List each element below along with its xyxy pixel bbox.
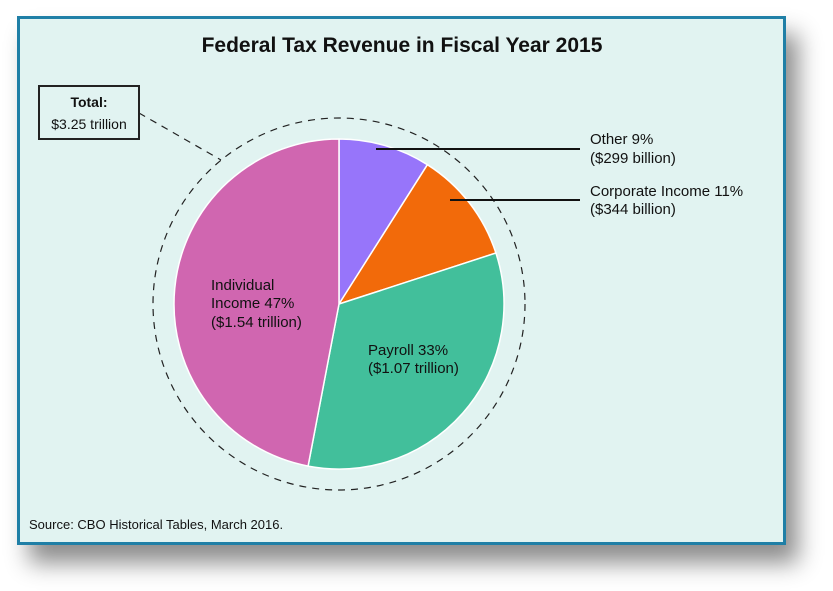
- label-payroll: Payroll 33%: [368, 342, 448, 359]
- value-individual: ($1.54 trillion): [211, 314, 302, 331]
- chart-title: Federal Tax Revenue in Fiscal Year 2015: [202, 34, 603, 57]
- source-note: Source: CBO Historical Tables, March 201…: [29, 517, 283, 532]
- value-payroll: ($1.07 trillion): [368, 360, 459, 377]
- value-other: ($299 billion): [590, 150, 676, 167]
- total-value: $3.25 trillion: [51, 116, 127, 132]
- total-connector: [138, 112, 222, 161]
- label-individual-1: Individual: [211, 277, 274, 294]
- pie-slice-other: [338, 138, 429, 307]
- label-corporate: Corporate Income 11%: [590, 183, 743, 200]
- value-corporate: ($344 billion): [590, 201, 676, 218]
- pie-slice-individual-income: [173, 138, 340, 467]
- label-individual-2: Income 47%: [211, 295, 294, 312]
- total-box: [38, 85, 140, 140]
- total-outline: [152, 117, 526, 491]
- total-label: Total:: [70, 94, 107, 110]
- label-other: Other 9%: [590, 131, 653, 148]
- pie-slice-payroll: [307, 252, 505, 470]
